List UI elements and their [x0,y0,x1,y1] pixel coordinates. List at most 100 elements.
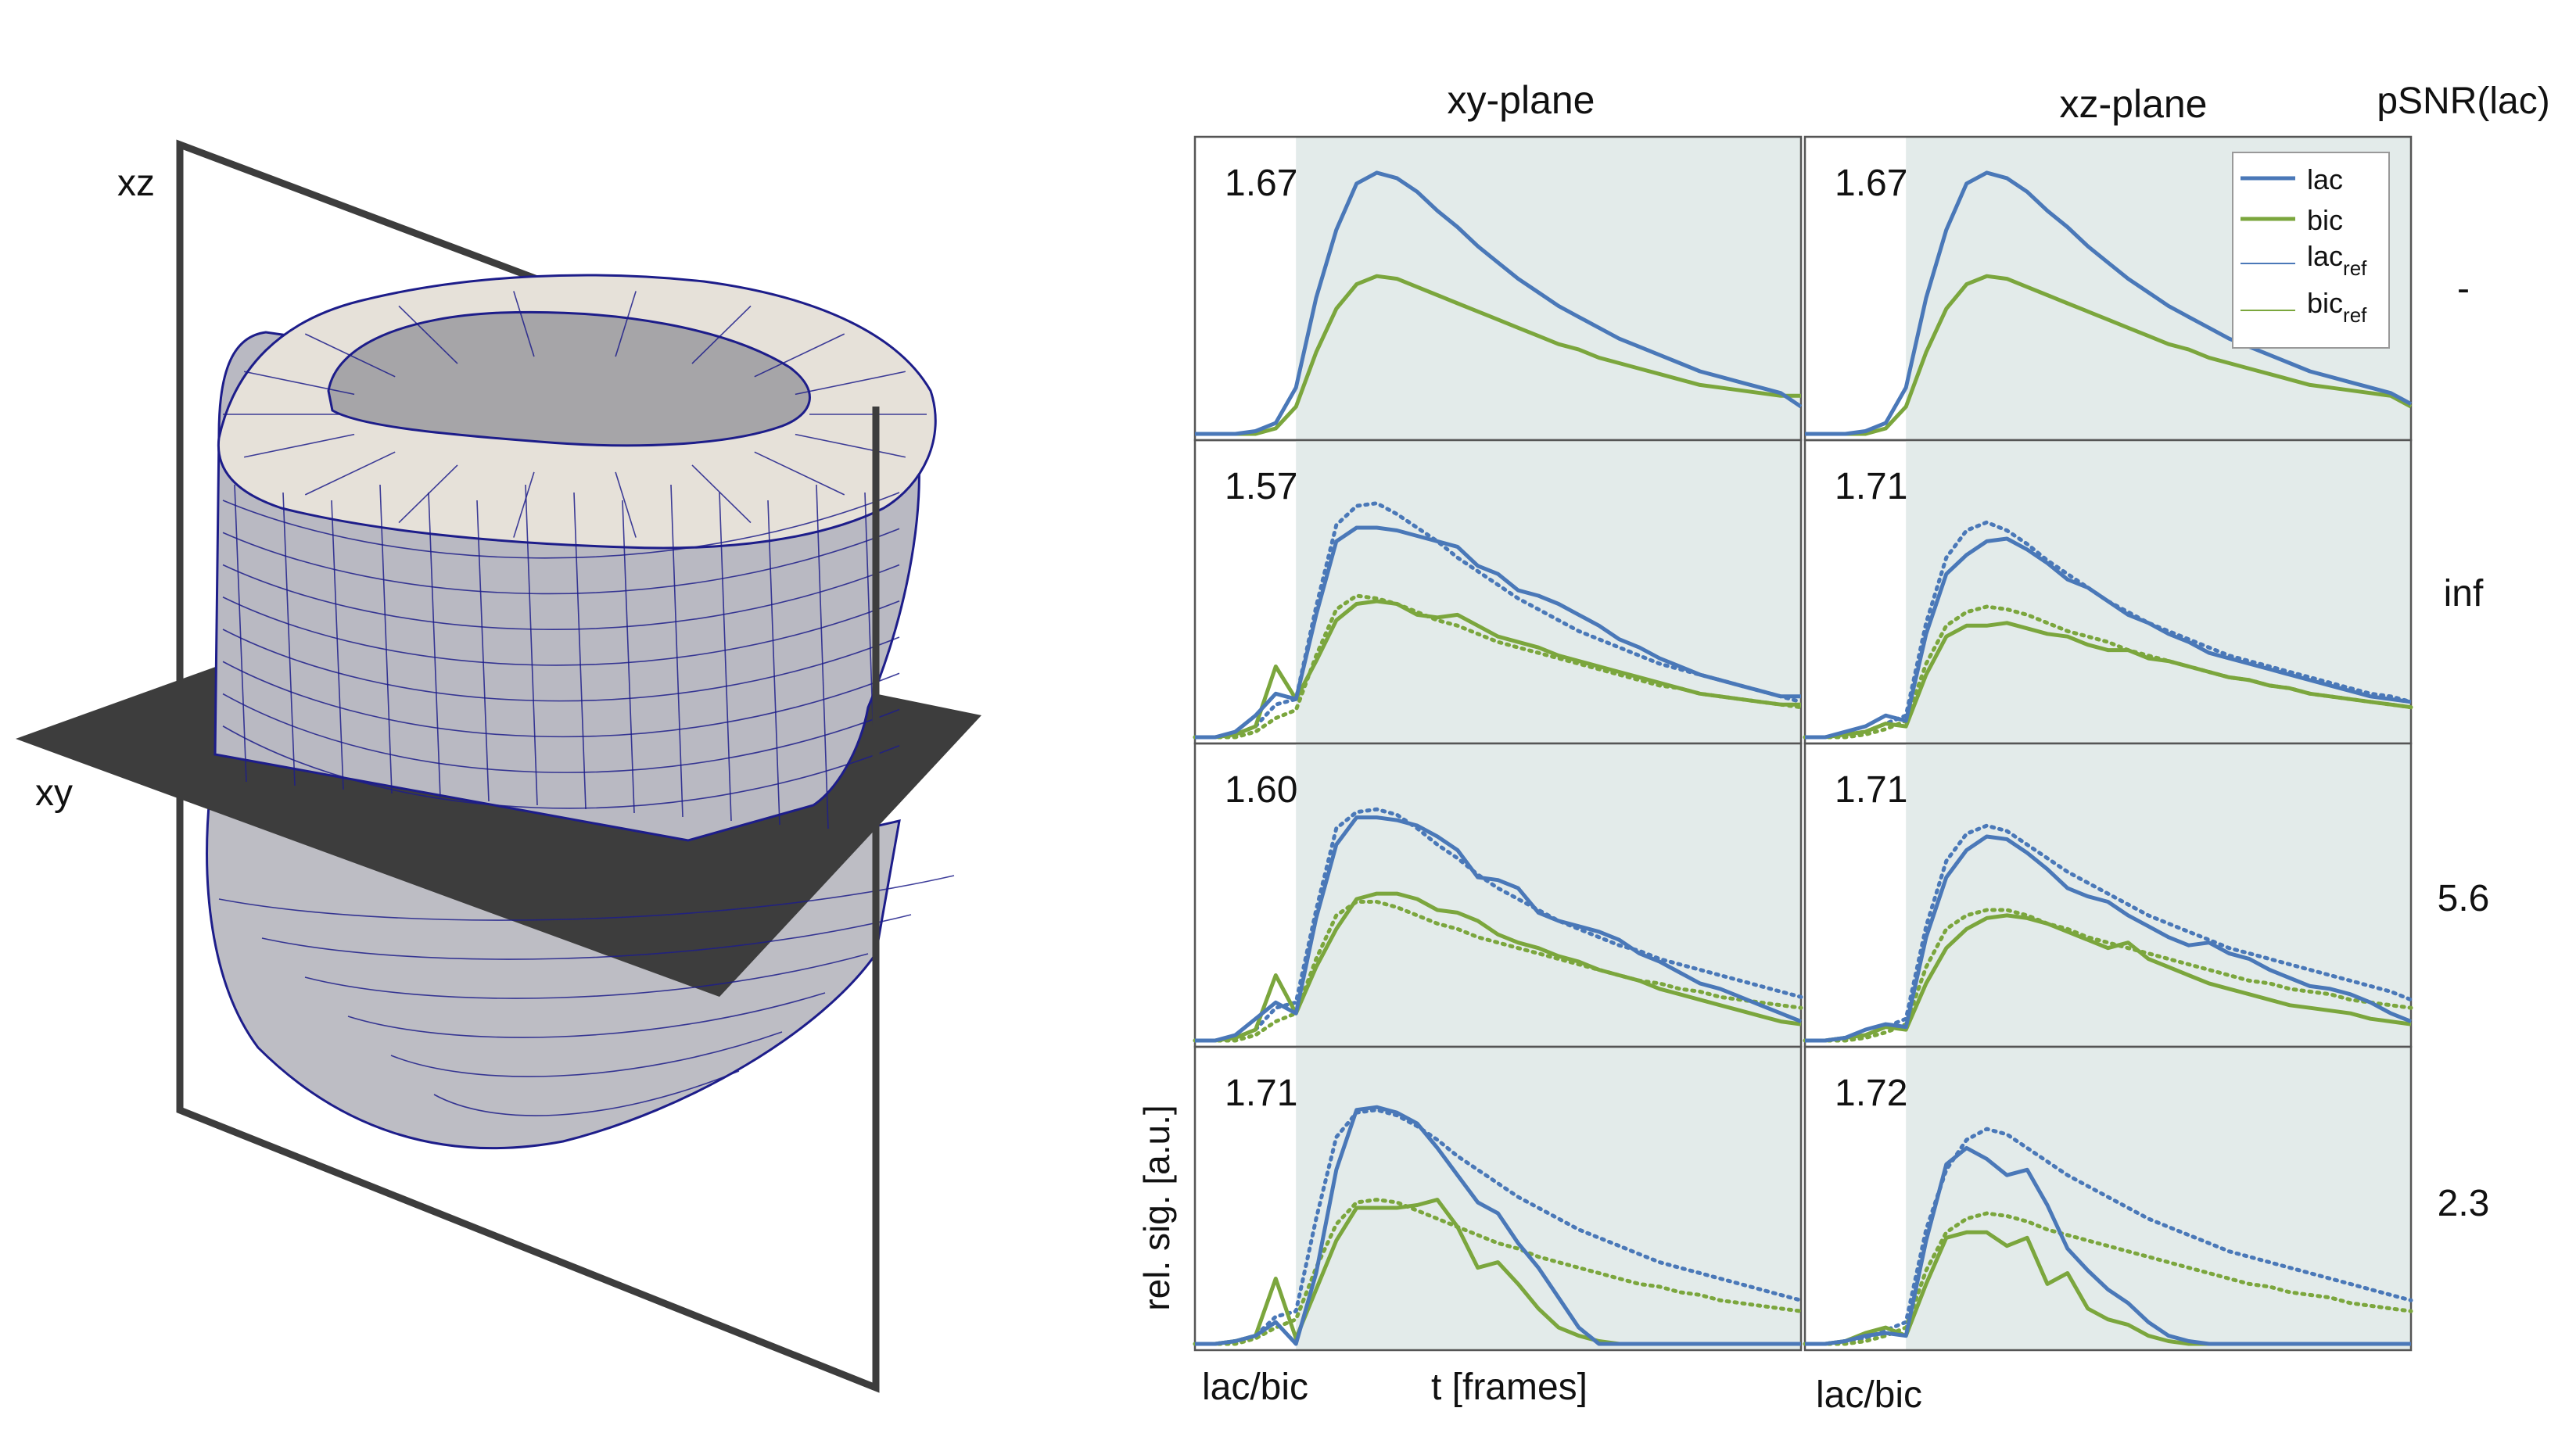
shaded-region [1296,137,1801,440]
curve-grid: xy-plane xz-plane pSNR(lac) - inf 5.6 2.… [1136,78,2550,1416]
series-line-lac [1805,170,2413,436]
mesh-contour-line [222,528,900,595]
mesh-meridian-line [816,484,829,829]
column-title-xz: xz-plane [2060,82,2208,126]
panels: 1.67 1.67 1.57 1.71 1.60 1.71 1.71 1.72 [1193,135,2413,1352]
mesh-contour-line [222,564,900,630]
panel-frame [1803,1045,2413,1352]
legend: lac bic lacref bicref [2232,152,2390,349]
psnr-value-row-3: 2.3 [2438,1183,2490,1224]
mesh-ring-line [398,464,458,524]
mesh-contour-line [222,596,900,666]
mesh-meridian-line [670,484,683,818]
series-line-lac-ref [1193,1108,1803,1346]
mesh-meridian-line [476,500,490,802]
psnr-value-row-2: 5.6 [2438,878,2490,919]
panel-ratio-label: 1.60 [1225,769,1297,811]
series-line-bic [1805,621,2412,740]
mesh-apex-line [218,875,955,921]
panel-xy-row-3: 1.71 [1193,1045,1803,1352]
mesh-ring-line [243,433,355,458]
series-line-lac [1195,525,1801,740]
panel-xz-row-3: 1.72 [1803,1045,2413,1352]
mesh-ring-line [615,291,637,357]
mesh-ring-line [691,464,752,524]
mesh-contour-line [222,492,900,559]
panel-ratio-label: 1.67 [1225,163,1297,204]
series-line-lac [1195,170,1803,436]
heart-3d-illustration: xz xy [16,139,981,1393]
legend-label-bic: bic [2307,204,2343,236]
series-line-lac [1805,834,2412,1043]
panel-ratio-label: 1.57 [1225,466,1297,507]
panel-xy-row-2: 1.60 [1193,742,1803,1048]
shaded-region [1906,440,2411,743]
mesh-meridian-line [525,484,538,806]
legend-label-bic-ref: bicref [2307,287,2367,327]
column-title-xy: xy-plane [1448,78,1595,122]
mesh-apex-line [390,1031,783,1077]
panel-ratio-label: 1.72 [1835,1073,1907,1114]
mesh-ring-line [243,371,355,396]
series-line-lac [1805,536,2412,740]
psnr-value-row-0: - [2457,268,2470,310]
series-line-bic-ref [1193,900,1803,1043]
legend-label-lac-ref-base: lac [2307,240,2343,272]
mesh-meridian-line [573,492,587,810]
series-line-lac [1195,815,1802,1043]
series-line-lac [1195,1105,1801,1346]
mesh-contour-line [222,661,900,738]
mesh-meridian-line [719,492,732,822]
series-line-bic [1195,274,1801,436]
plane-label-xy: xy [35,772,73,814]
panel-ratio-label: 1.67 [1835,163,1907,204]
shaded-region [1296,440,1801,743]
mesh-contour-line [222,725,900,809]
mesh-ring-line [795,433,906,458]
heart-cavity [327,310,811,447]
panel-ratio-label: 1.71 [1835,466,1907,507]
panel-xz-row-2: 1.71 [1803,742,2413,1048]
series-line-lac-ref [1193,807,1803,1043]
series-line-bic [1805,274,2413,436]
shaded-region [1906,1047,2411,1350]
ratio-label-xy: lac/bic [1202,1367,1308,1408]
mesh-apex-line [304,953,869,999]
panel-frame [1193,1045,1803,1352]
series-line-bic [1805,913,2412,1043]
mesh-meridian-line [379,484,393,794]
legend-label-bic-ref-base: bic [2307,287,2343,319]
ratio-label-xz: lac/bic [1816,1374,1922,1416]
legend-label-bic-ref-sub: ref [2343,303,2367,327]
mesh-ring-line [691,305,752,364]
panel-ratio-label: 1.71 [1835,769,1907,811]
panel-xz-row-1: 1.71 [1803,439,2413,745]
mesh-apex-line [347,992,826,1038]
shaded-region [1296,1047,1801,1350]
x-axis-label: t [frames] [1431,1367,1588,1408]
mesh-contour-line [222,629,900,702]
panel-ratio-label: 1.71 [1225,1073,1297,1114]
legend-box [2232,152,2390,349]
mesh-meridian-line [622,500,635,814]
mesh-meridian-line [767,500,780,826]
plane-label-xz: xz [117,163,155,204]
panel-xy-row-0: 1.67 [1193,135,1803,442]
legend-label-lac-ref: lacref [2307,240,2367,280]
psnr-value-row-1: inf [2444,573,2484,614]
mesh-apex-line [261,914,912,960]
y-axis-label: rel. sig. [a.u.] [1136,1105,1177,1310]
mesh-meridian-line [428,492,441,798]
mesh-ring-line [513,291,535,357]
mesh-apex-line [433,1070,740,1116]
heart-mesh [218,291,955,1116]
mesh-meridian-line [234,484,247,783]
shaded-region [1906,743,2411,1047]
mesh-meridian-line [331,500,344,790]
series-line-lac [1805,1145,2411,1346]
mesh-ring-line [754,451,845,496]
mesh-meridian-line [282,492,296,786]
mesh-ring-line [398,305,458,364]
legend-label-lac-ref-sub: ref [2343,256,2367,280]
